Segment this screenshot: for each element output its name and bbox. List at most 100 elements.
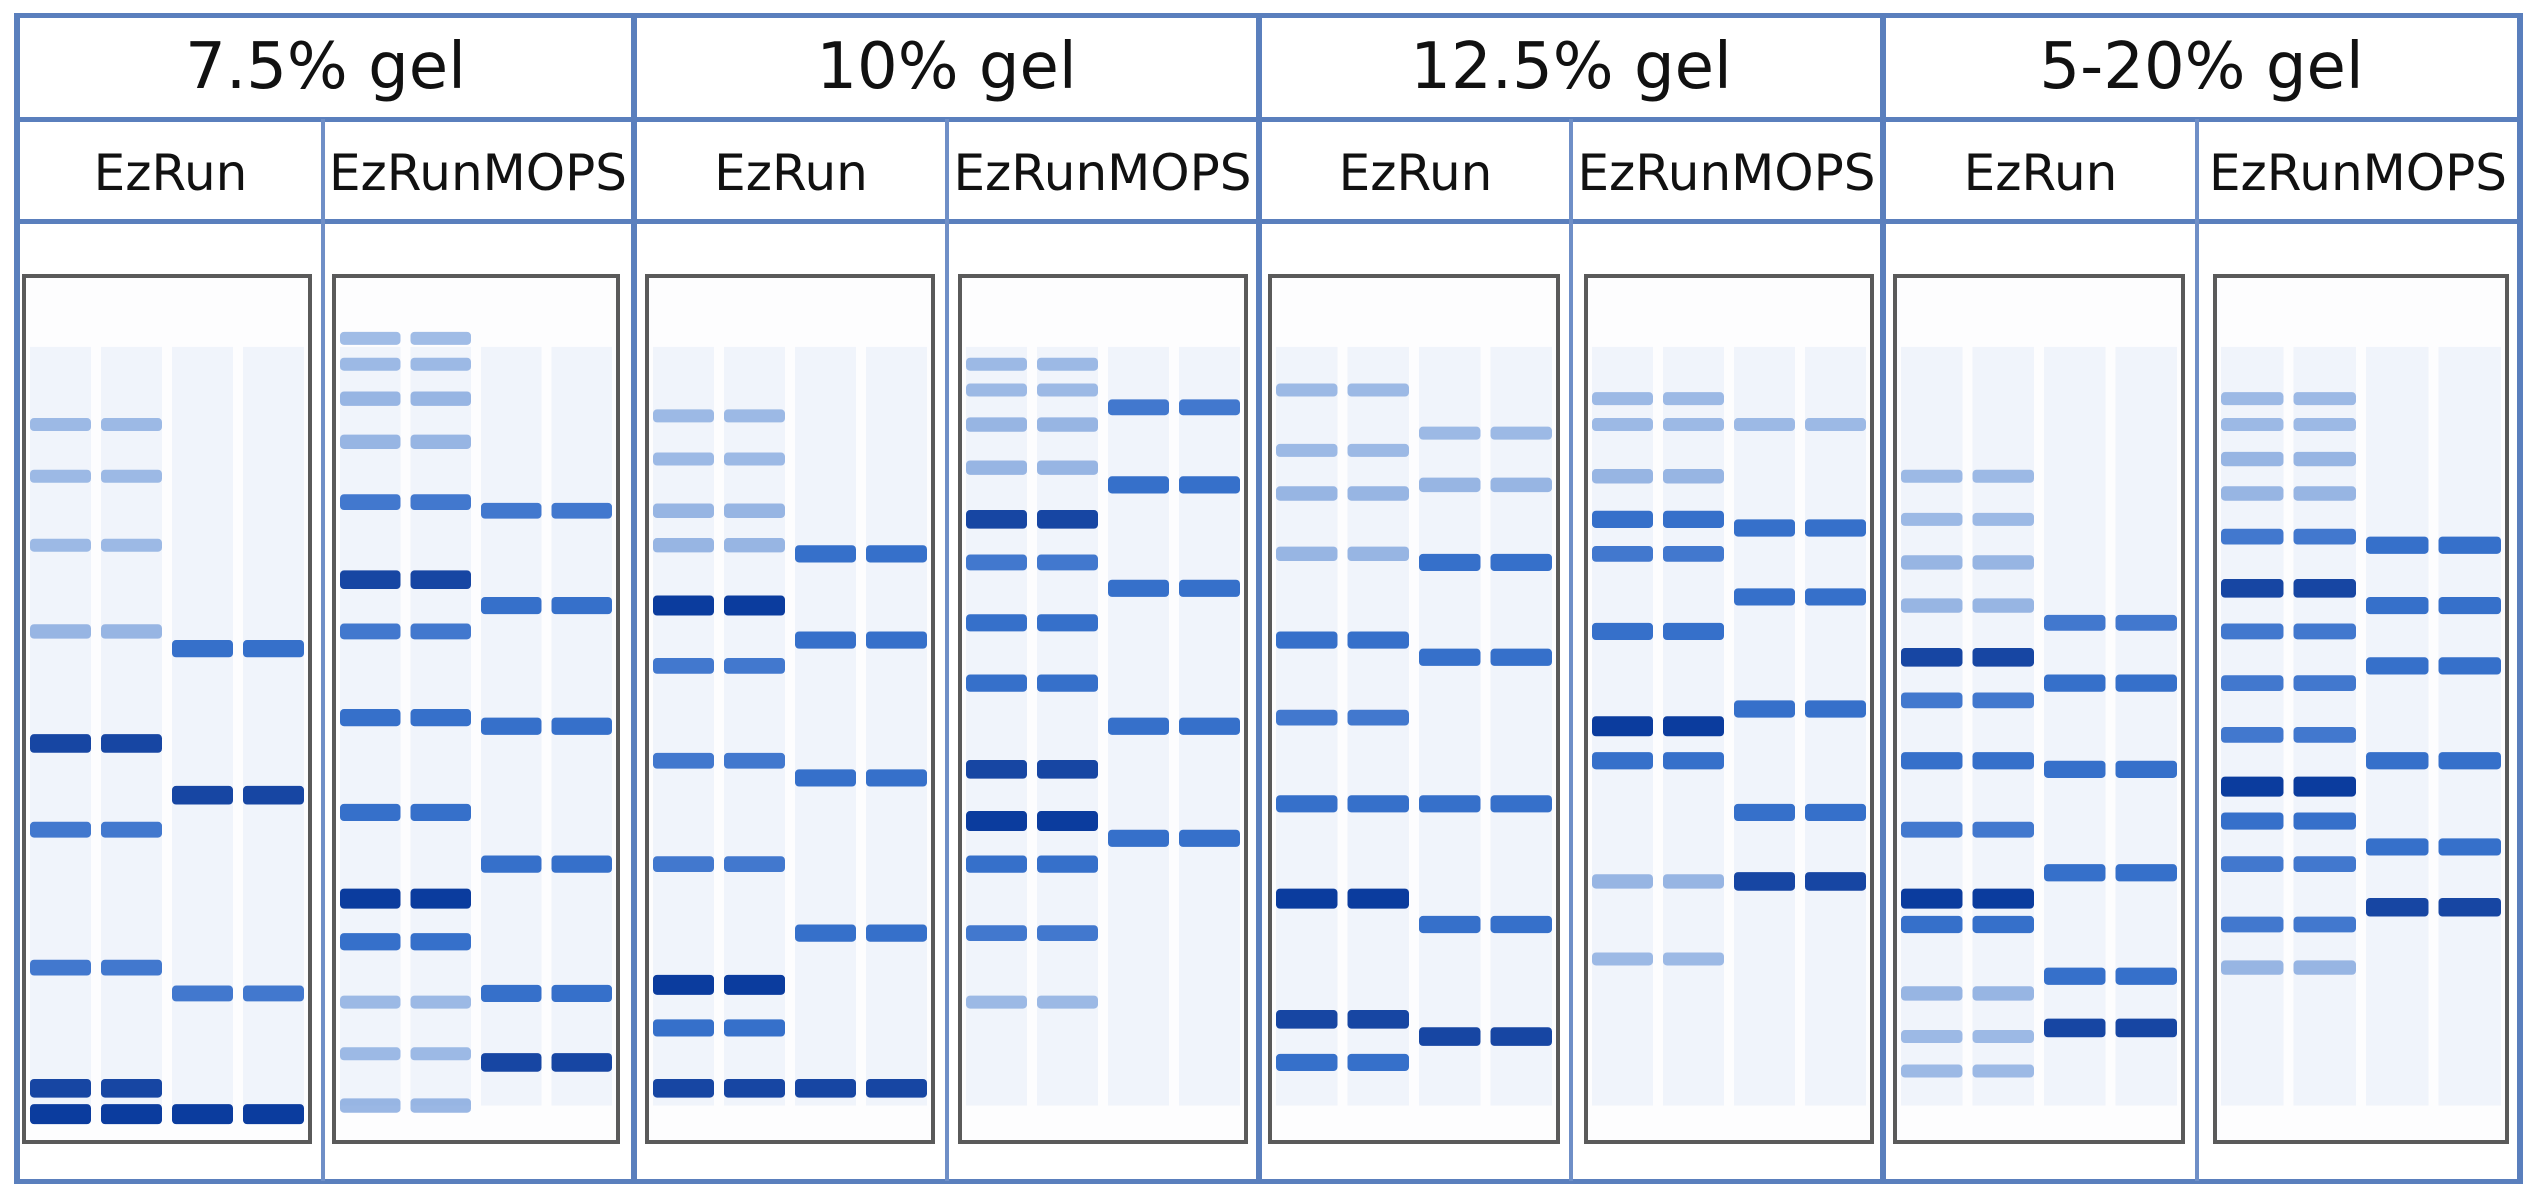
protein-band — [551, 984, 612, 1003]
gel-bands — [1276, 346, 1552, 1106]
protein-band — [2221, 486, 2284, 501]
gel-bands — [340, 331, 612, 1113]
protein-band — [653, 503, 714, 518]
grid-line-gel-2-3 — [1256, 13, 1262, 1184]
protein-band — [2366, 752, 2429, 770]
protein-band — [1276, 795, 1338, 813]
protein-band — [2293, 528, 2356, 545]
protein-band — [966, 760, 1027, 779]
protein-band — [653, 595, 714, 616]
protein-band — [1037, 614, 1098, 632]
protein-band — [1037, 855, 1098, 873]
protein-band — [481, 717, 542, 735]
protein-band — [340, 623, 401, 640]
gel-lane — [653, 346, 714, 1106]
gel-lane — [966, 346, 1027, 1106]
grid-line-buffer-3 — [1569, 119, 1573, 1181]
protein-band — [966, 460, 1027, 475]
protein-band — [1037, 510, 1098, 529]
gel-lane — [1592, 346, 1653, 1106]
protein-band — [1663, 392, 1724, 406]
gel-image-12-5-ezrun — [1268, 274, 1560, 1144]
protein-band — [724, 595, 785, 616]
protein-band — [243, 785, 304, 805]
buffer-label-ezrun: EzRun — [714, 144, 868, 202]
gel-lane — [30, 346, 91, 1125]
protein-band — [172, 640, 233, 658]
lane-smear — [410, 346, 471, 1106]
protein-band — [1347, 888, 1409, 909]
protein-band — [724, 409, 785, 423]
protein-band — [340, 803, 401, 822]
protein-band — [795, 1078, 856, 1098]
protein-band — [340, 434, 401, 449]
protein-band — [653, 452, 714, 466]
protein-band — [1490, 553, 1552, 572]
grid-line-gel-1-2 — [631, 13, 637, 1184]
protein-band — [410, 888, 471, 909]
protein-band — [724, 974, 785, 995]
protein-band — [1347, 546, 1409, 562]
protein-band — [1592, 952, 1653, 966]
protein-band — [1276, 443, 1338, 457]
protein-band — [2221, 726, 2284, 743]
protein-band — [2438, 657, 2501, 675]
gel-lane — [551, 346, 612, 1106]
protein-band — [1805, 519, 1866, 537]
protein-band — [2115, 760, 2177, 778]
protein-band — [1805, 588, 1866, 606]
protein-band — [1276, 888, 1338, 909]
protein-band — [2438, 536, 2501, 554]
protein-band — [1592, 418, 1653, 432]
lane-smear — [1734, 346, 1795, 1106]
protein-band — [340, 933, 401, 951]
gel-lane — [1805, 346, 1866, 1106]
protein-band — [1734, 872, 1795, 891]
gel-lane — [172, 346, 233, 1125]
protein-band — [1592, 510, 1653, 528]
protein-band — [410, 803, 471, 822]
protein-band — [410, 933, 471, 951]
protein-band — [1037, 383, 1098, 397]
protein-band — [2366, 536, 2429, 554]
gel-image-10-ezrunmops — [958, 274, 1248, 1144]
protein-band — [1972, 512, 2034, 526]
protein-band — [2221, 392, 2284, 406]
gel-image-10-ezrun — [645, 274, 935, 1144]
protein-band — [2044, 760, 2106, 778]
protein-band — [724, 856, 785, 873]
protein-band — [1901, 692, 1963, 709]
lane-smear — [795, 346, 856, 1106]
protein-band — [2044, 674, 2106, 692]
protein-band — [724, 658, 785, 674]
protein-band — [1108, 399, 1169, 416]
protein-band — [410, 709, 471, 727]
gel-lane — [1108, 346, 1169, 1106]
protein-band — [2221, 812, 2284, 830]
gel-lane — [2366, 346, 2429, 1106]
protein-band — [340, 570, 401, 589]
protein-band — [1901, 1064, 1963, 1078]
protein-band — [340, 357, 401, 371]
protein-band — [1972, 598, 2034, 613]
protein-band — [30, 1104, 91, 1125]
buffer-label-ezrunmops: EzRunMOPS — [953, 144, 1252, 202]
protein-band — [2044, 967, 2106, 985]
grid-line-buffer-4 — [2195, 119, 2199, 1181]
gel-lane — [866, 346, 927, 1106]
gel-bands — [1901, 346, 2177, 1106]
protein-band — [2438, 596, 2501, 615]
protein-band — [551, 855, 612, 873]
protein-band — [966, 614, 1027, 632]
protein-band — [2293, 392, 2356, 406]
protein-band — [410, 995, 471, 1009]
protein-band — [1592, 392, 1653, 406]
protein-band — [1037, 674, 1098, 692]
protein-band — [101, 469, 162, 483]
protein-band — [1592, 545, 1653, 562]
protein-band — [340, 709, 401, 727]
protein-band — [966, 811, 1027, 832]
protein-band — [795, 545, 856, 563]
protein-band — [653, 538, 714, 553]
protein-band — [724, 1019, 785, 1037]
